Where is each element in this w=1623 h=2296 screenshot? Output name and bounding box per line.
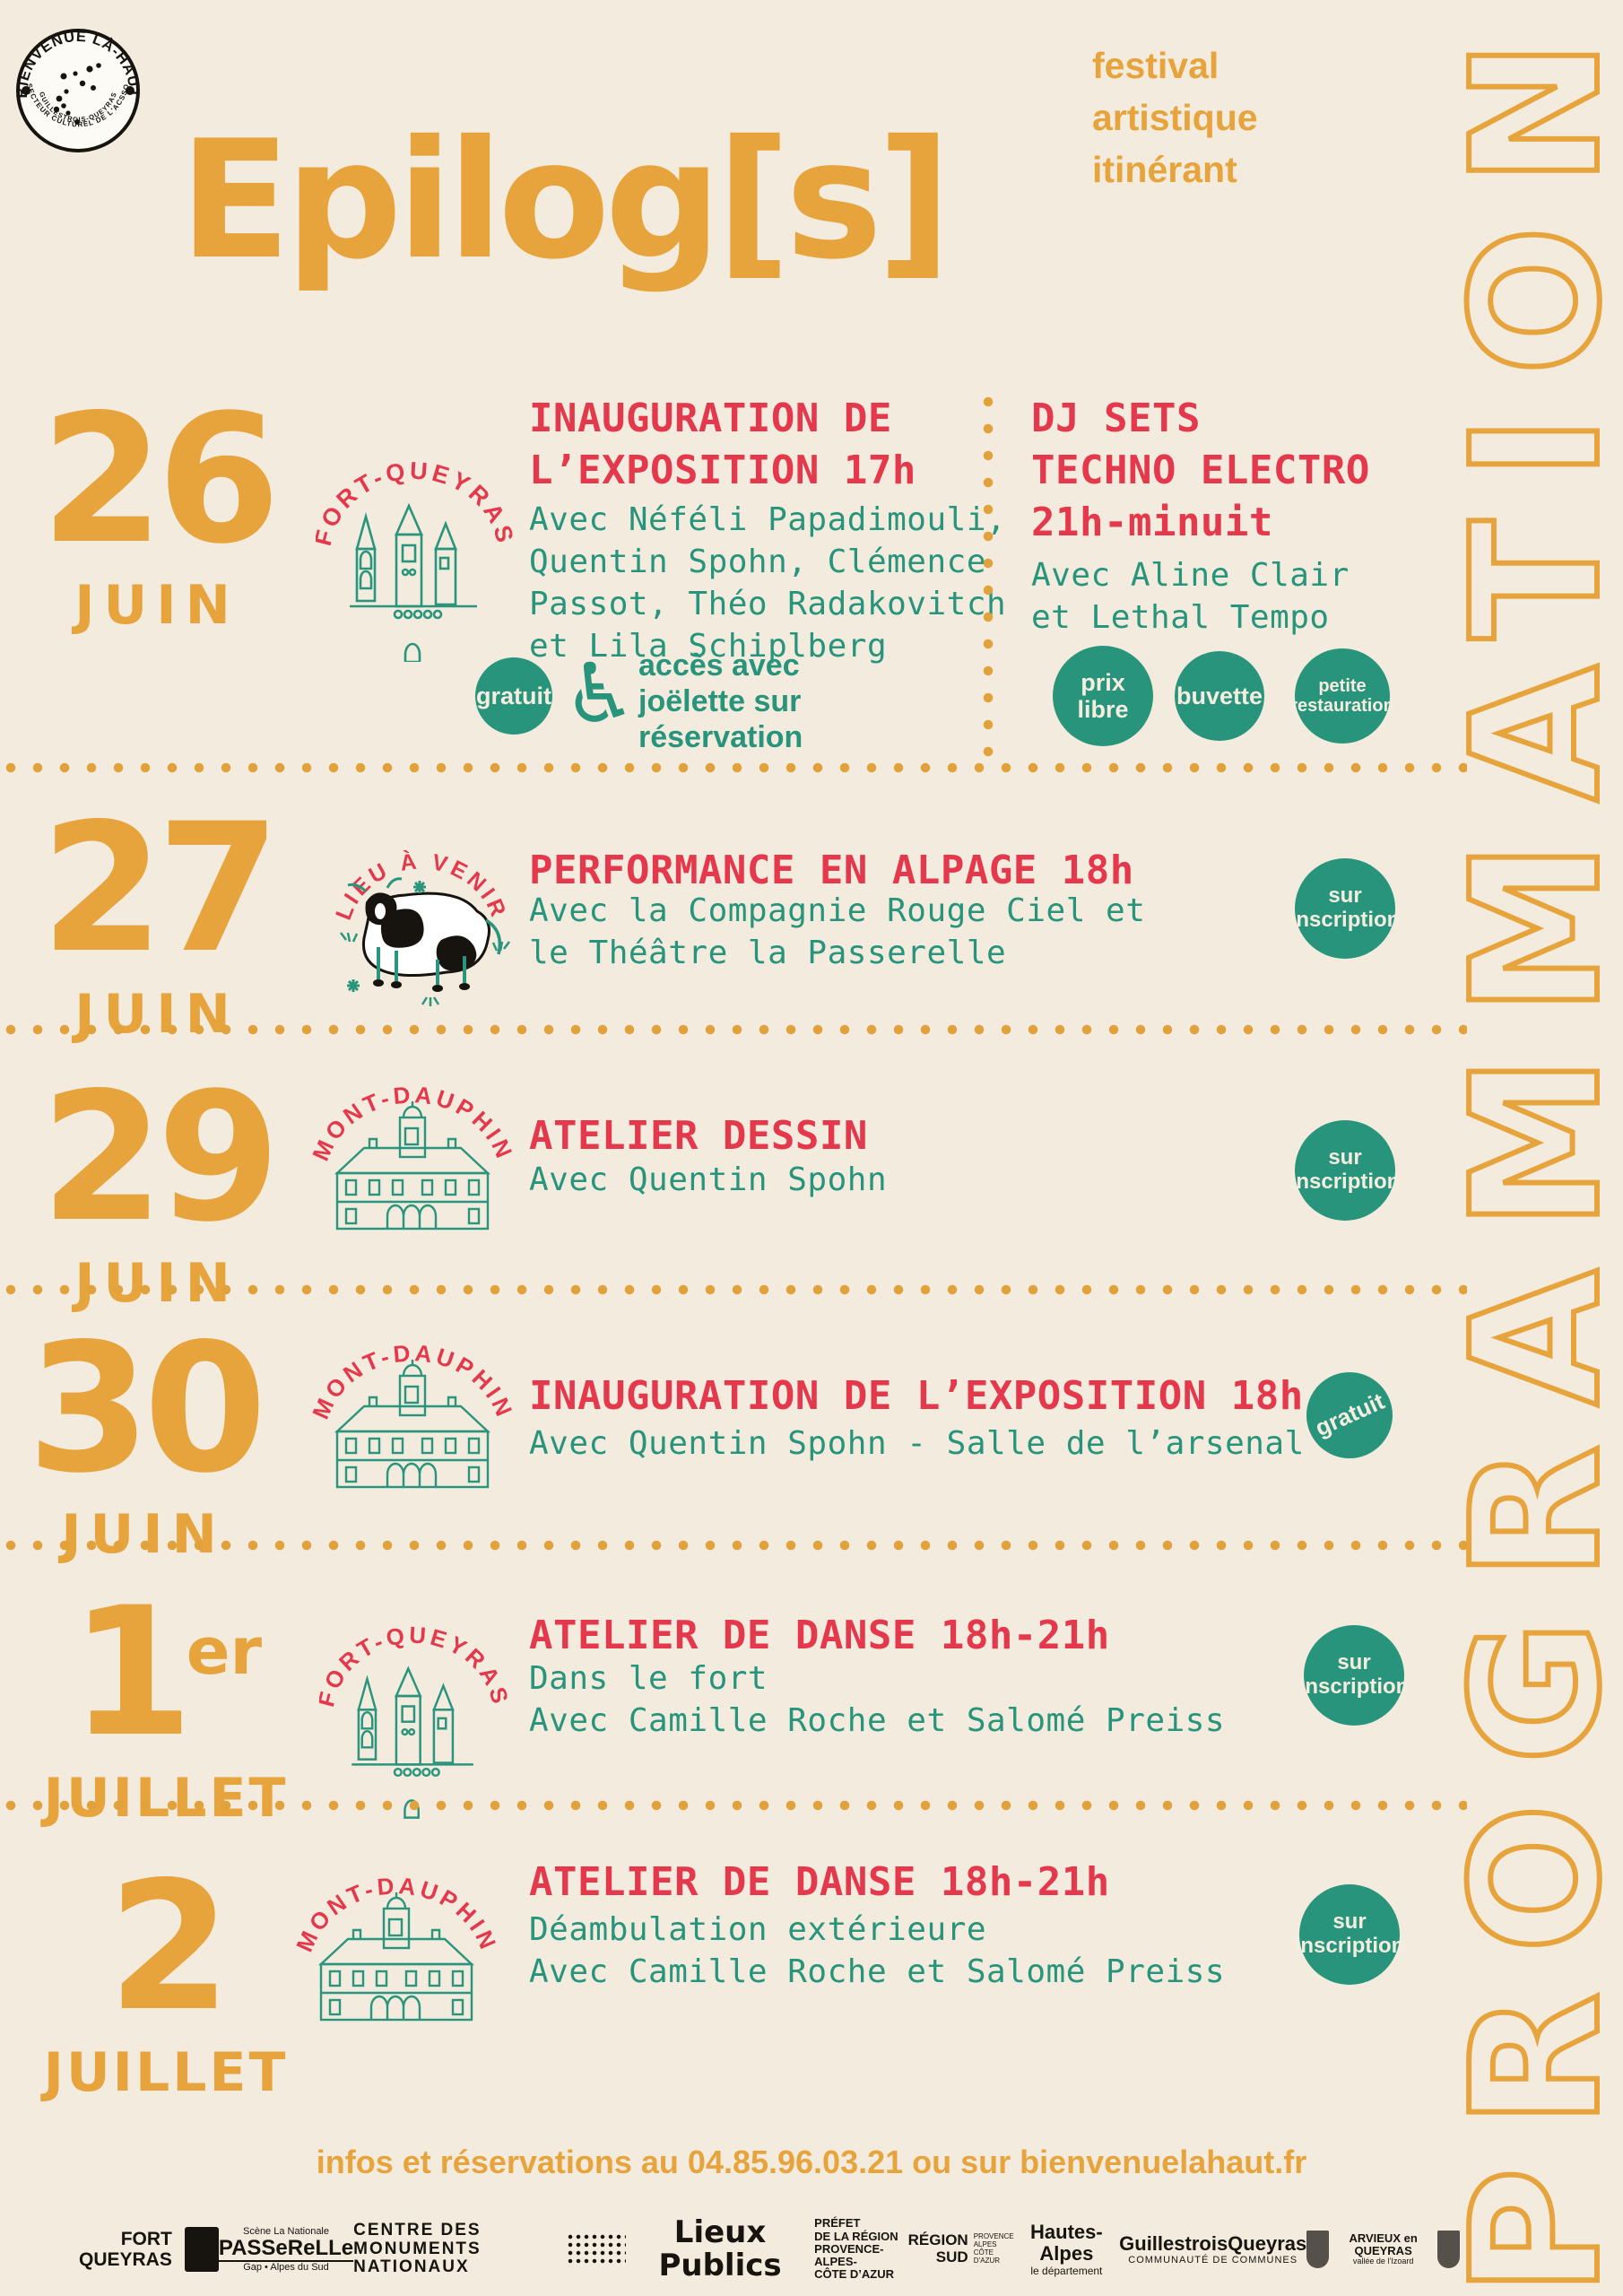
event-date: 1er JUILLET [18, 1569, 314, 1831]
venue-arc-label: MONT-DAUPHIN [291, 1872, 499, 1956]
logo-lieux-publics: Lieux Publics [658, 2213, 782, 2283]
section-dotted-divider-3 [5, 1284, 1467, 1295]
logo-prefet-region: PRÉFET DE LA RÉGION PROVENCE-ALPES- CÔTE… [814, 2216, 898, 2282]
event-date: 30 JUIN [18, 1305, 269, 1567]
festival-title: Epilog[s] [179, 104, 951, 295]
logo-hautes-alpes: Hautes-Alpes le département [1030, 2221, 1103, 2277]
logo-la-passerelle: Scène La Nationale PASSeReLLe Gap • Alpe… [218, 2225, 354, 2274]
bienvenue-la-haut-logo: BIENVENUE LÀ-HAUT SECTEUR CULTUREL DE L'… [14, 29, 141, 152]
festival-subtitle: festival artistique itinérant [1092, 39, 1258, 196]
badge-sur-inscription: sur inscription [1290, 858, 1400, 959]
fort-line-art [352, 1665, 473, 1819]
subtitle-line-3: itinérant [1092, 149, 1237, 190]
contact-info-line: infos et réservations au 04.85.96.03.21 … [316, 2144, 1307, 2180]
badge-prix-libre: prix libre [1053, 646, 1153, 746]
event-day: 30 [27, 1305, 267, 1512]
event-description: Avec Néféli Papadimouli, Quentin Spohn, … [529, 501, 1007, 665]
event-title: INAUGURATION DE L’EXPOSITION 17h [529, 396, 916, 493]
event-date: 29 JUIN [31, 1054, 282, 1315]
event-description: Déambulation extérieure Avec Camille Roc… [529, 1911, 1226, 1990]
event-day: 2 [108, 1843, 231, 2050]
cmn-dots-icon [567, 2233, 626, 2265]
event-title: ATELIER DESSIN [529, 1113, 868, 1159]
venue-illustration-fort-queyras: FORT-QUEYRAS [309, 429, 516, 664]
svg-text:MONT-DAUPHIN: MONT-DAUPHIN [296, 1872, 498, 1956]
event-day: 29 [40, 1054, 281, 1261]
badge-buvette: buvette [1175, 651, 1264, 741]
venue-illustration-mont-dauphin: MONT-DAUPHIN [307, 1076, 516, 1247]
flower-icon [347, 881, 426, 992]
logo-arvieux-en-queyras: ARVIEUX en QUEYRAS vallée de l’Izoard [1349, 2231, 1418, 2266]
event-day: 1er [69, 1569, 263, 1776]
partner-logos-bar: FORT QUEYRAS Scène La Nationale PASSeReL… [79, 2213, 1460, 2285]
day-ordinal-suffix: er [186, 1613, 263, 1689]
event-day: 27 [40, 785, 281, 992]
event-day: 26 [40, 376, 281, 583]
venue-illustration-cow: LIEU À VENIR [325, 807, 517, 1022]
section-dotted-divider-2 [5, 1024, 1467, 1035]
section-dotted-divider-1 [5, 762, 1467, 773]
badge-sur-inscription: sur inscription [1290, 1120, 1400, 1221]
dj-sets-title: DJ SETS TECHNO ELECTRO 21h-minuit [1031, 396, 1370, 545]
event-title: ATELIER DE DANSE 18h-21h [529, 1859, 1110, 1905]
constellation-dots [22, 63, 135, 125]
badge-gratuit: gratuit [1306, 1372, 1393, 1458]
fort-queyras-emblem-icon [184, 2227, 219, 2272]
event-title: INAUGURATION DE L’EXPOSITION 18h [529, 1373, 1304, 1419]
event-description: Dans le fort Avec Camille Roche et Salom… [529, 1660, 1226, 1739]
logo-guillestrois-queyras: GuillestroisQueyras COMMUNAUTÉ DE COMMUN… [1119, 2231, 1307, 2266]
event-month: JUILLET [43, 1767, 289, 1831]
badge-sur-inscription: sur inscription [1299, 1625, 1409, 1726]
badge-petite-restauration: petite restauration [1290, 648, 1394, 744]
cow-line-art [340, 877, 510, 1006]
mont-dauphin-line-art [317, 1892, 475, 2022]
section-dotted-divider-4 [5, 1540, 1467, 1551]
event-date: 26 JUIN [31, 376, 282, 638]
event-date: 2 JUILLET [18, 1843, 314, 2105]
event-title: ATELIER DE DANSE 18h-21h [529, 1613, 1110, 1658]
event-month: JUIN [31, 1252, 282, 1315]
badge-sur-inscription: sur inscription [1295, 1884, 1404, 1985]
section-dotted-divider-5 [5, 1800, 1467, 1811]
venue-illustration-mont-dauphin: MONT-DAUPHIN [307, 1335, 516, 1505]
event-date: 27 JUIN [31, 785, 282, 1047]
wheelchair-icon: ♿ [563, 646, 638, 742]
venue-illustration-fort-queyras: FORT-QUEYRAS [314, 1592, 509, 1821]
fort-line-art [350, 502, 477, 664]
commune-crest-icon [1306, 2231, 1330, 2268]
event-title: PERFORMANCE EN ALPAGE 18h [529, 848, 1134, 893]
event-month: JUIN [74, 574, 239, 638]
mont-dauphin-line-art [334, 1101, 491, 1231]
venue-illustration-mont-dauphin: MONT-DAUPHIN [291, 1867, 499, 2038]
event-description: Avec Quentin Spohn - Salle de l’arsenal [529, 1425, 1305, 1462]
commune-crest-icon [1436, 2231, 1460, 2268]
dj-sets-description: Avec Aline Clair et Lethal Tempo [1031, 557, 1350, 636]
logo-fort-queyras: FORT QUEYRAS [79, 2227, 219, 2272]
event-month: JUIN [74, 983, 239, 1047]
subtitle-line-1: festival [1092, 45, 1219, 86]
event-description: Avec Quentin Spohn [529, 1161, 888, 1198]
event-month: JUIN [61, 1503, 226, 1567]
accessibility-note: accès avec joëlette sur réservation [638, 648, 803, 754]
event-description: Avec la Compagnie Rouge Ciel et le Théât… [529, 892, 1146, 971]
subtitle-line-2: artistique [1092, 97, 1258, 138]
column-dotted-divider [983, 396, 994, 764]
badge-gratuit: gratuit [475, 657, 552, 735]
mont-dauphin-line-art [334, 1360, 491, 1489]
logo-region-sud: RÉGION SUD PROVENCE ALPES CÔTE D’AZUR [907, 2231, 1014, 2266]
event-month: JUILLET [43, 2041, 289, 2105]
logo-centre-monuments-nationaux: CENTRE DES MONUMENTS NATIONAUX [353, 2221, 626, 2278]
